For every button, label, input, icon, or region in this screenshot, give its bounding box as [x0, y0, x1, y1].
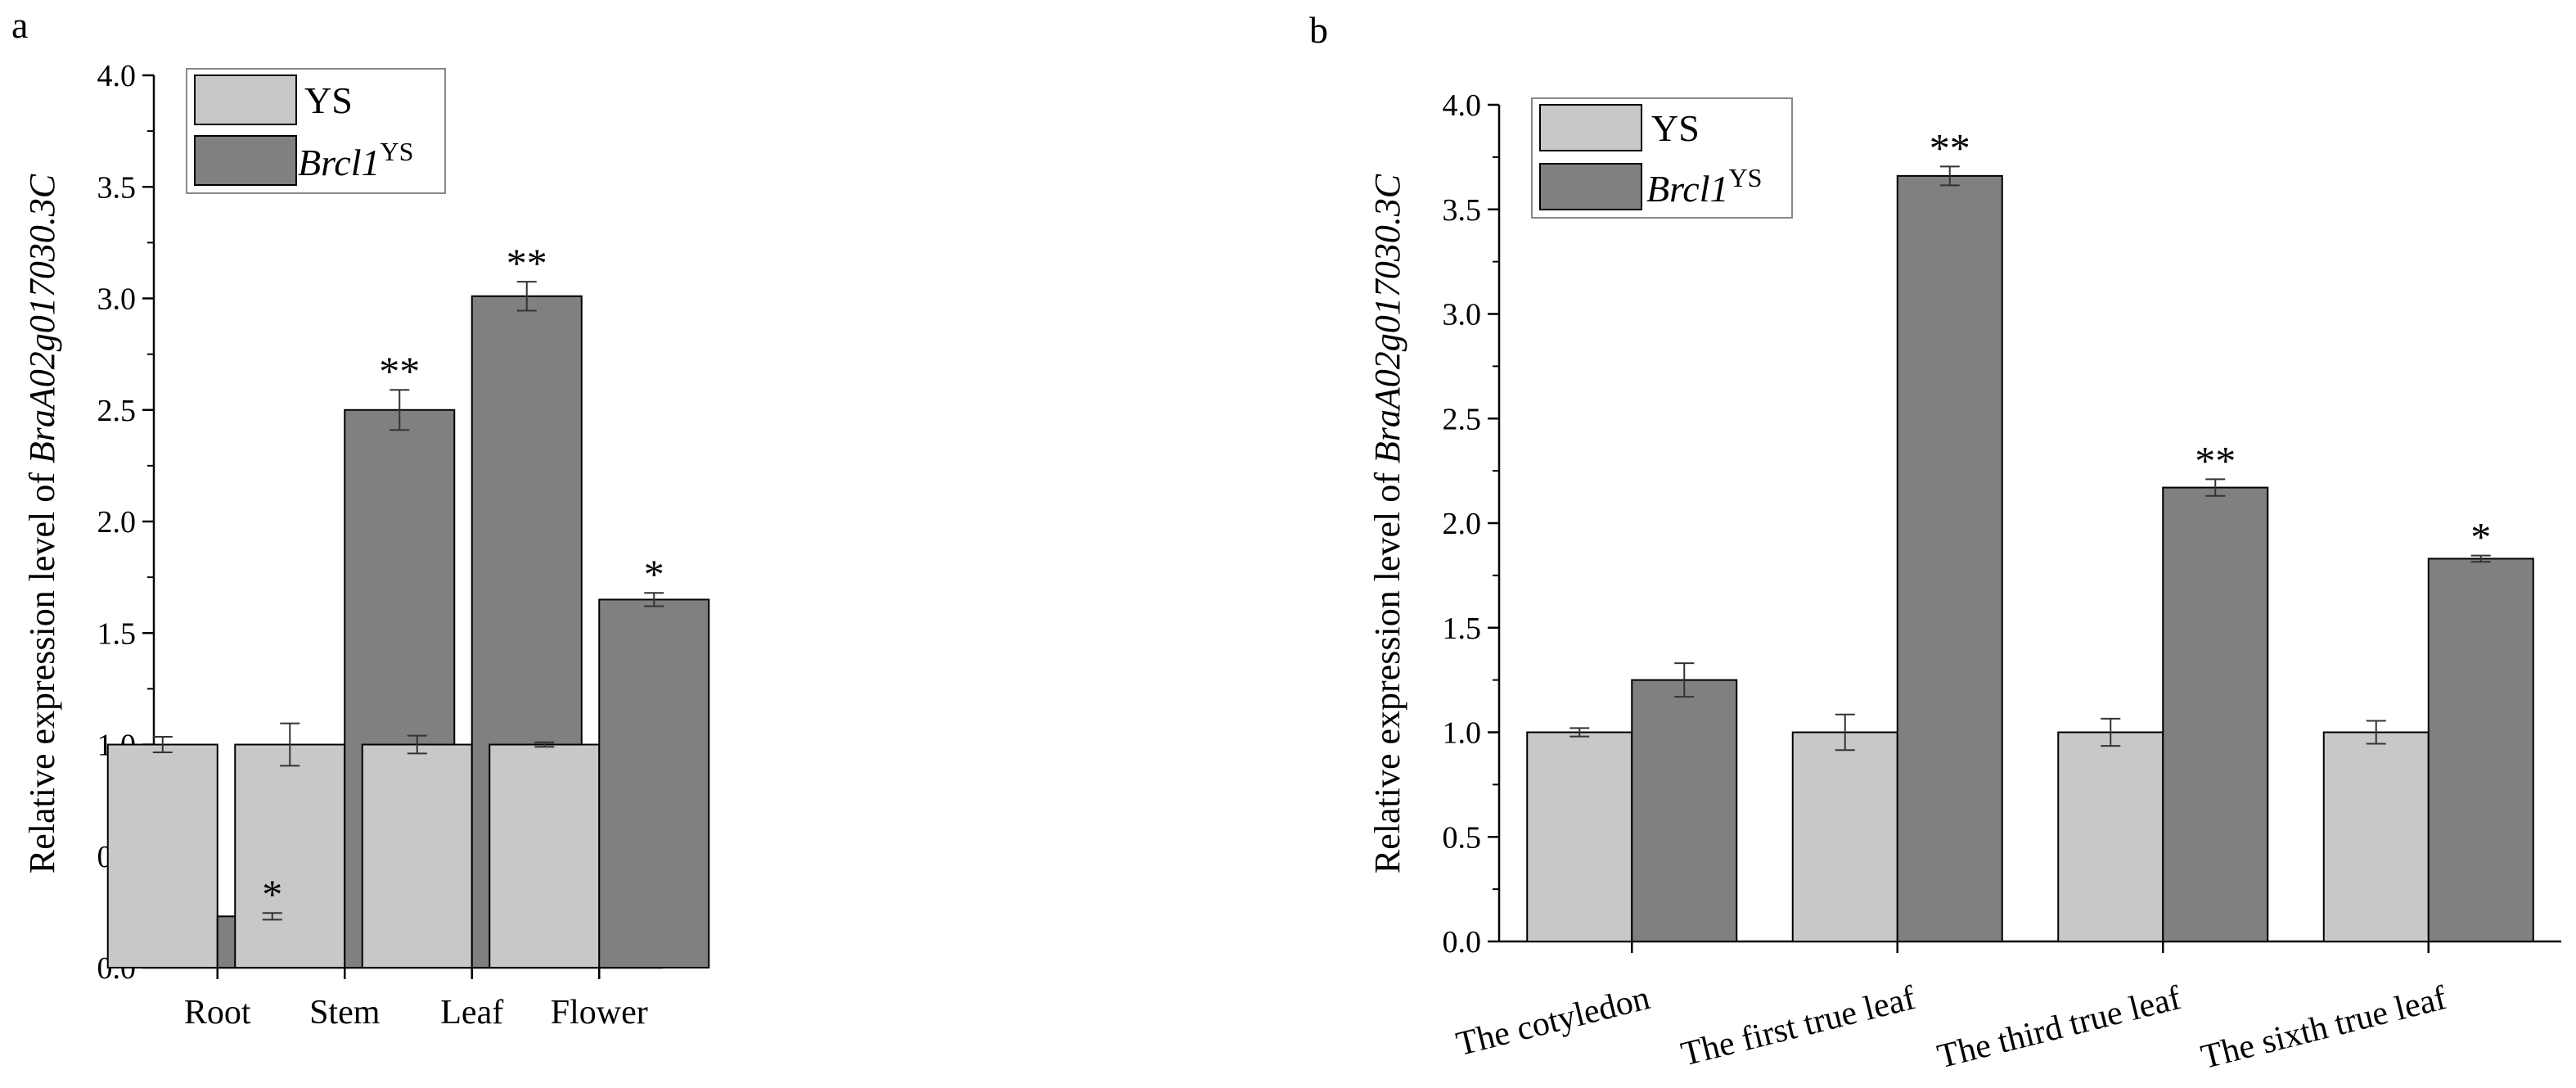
panel-a-legend: YS Brcl1YS — [186, 68, 446, 194]
panel-b-y-tick-label: 4.0 — [1443, 88, 1482, 123]
panel-a-legend-brcl1-name: Brcl1 — [298, 142, 381, 183]
panel-b-legend-label-ys: YS — [1651, 107, 1700, 149]
panel-a-error-bars — [152, 281, 664, 921]
panel-a-y-axis-title: Relative expression level of BraA02g0170… — [22, 174, 62, 874]
panel-b-legend-brcl1-name: Brcl1 — [1646, 168, 1729, 210]
panel-b-legend: YS Brcl1YS — [1531, 97, 1793, 219]
panel-b-legend-swatch-ys — [1539, 104, 1642, 151]
chart-panel-a: a Relative expression level of BraA02g01… — [11, 4, 710, 1032]
panel-a-y-tick-label: 3.0 — [97, 282, 137, 317]
panel-a-legend-swatch-brcl1 — [194, 135, 297, 186]
panel-a-y-tick-label: 4.0 — [97, 59, 137, 93]
panel-a-bars — [106, 295, 710, 968]
panel-b-significance: ***** — [1930, 124, 2492, 559]
panel-b-category-label: The cotyledon — [1452, 979, 1653, 1063]
panel-b-legend-brcl1-sup: YS — [1729, 163, 1763, 192]
panel-a-significance: ****** — [262, 240, 664, 917]
chart-panel-b: b Relative expression level of BraA02g01… — [1309, 9, 2561, 1077]
panel-b-letter: b — [1309, 9, 1328, 51]
panel-b-category-label: The third true leaf — [1934, 979, 2184, 1076]
panel-a-significance-1: * — [262, 871, 282, 917]
panel-a-category-label: Flower — [551, 994, 648, 1032]
panel-b-bar-brcl1-3 — [2162, 486, 2269, 942]
panel-a-bar-ys-2 — [234, 743, 346, 968]
panel-b-y-tick-label: 2.0 — [1443, 507, 1482, 541]
panel-b-bar-ys-1 — [1526, 731, 1633, 942]
panel-b-significance-4: * — [2470, 514, 2491, 560]
panel-b-y-tick-label: 1.5 — [1443, 612, 1482, 646]
panel-b-bar-ys-2 — [1791, 731, 1898, 942]
panel-a-bar-ys-3 — [361, 743, 473, 968]
panel-b-y-axis-title-prefix: Relative expression level of — [1367, 463, 1407, 874]
panel-a-significance-4: * — [644, 551, 664, 597]
panel-b-category-label: The sixth true leaf — [2197, 979, 2450, 1077]
panel-a-letter: a — [11, 4, 28, 46]
panel-b-y-tick-label: 1.0 — [1443, 716, 1482, 751]
panel-b-y-tick-label: 2.5 — [1443, 402, 1482, 436]
panel-a-significance-3: ** — [507, 240, 547, 286]
panel-b-y-tick-label: 3.5 — [1443, 193, 1482, 228]
panel-a-y-tick-label: 2.5 — [97, 394, 137, 428]
panel-a-category-label: Leaf — [440, 994, 503, 1032]
panel-b-legend-swatch-brcl1 — [1539, 163, 1642, 210]
panel-b-bar-ys-3 — [2057, 731, 2164, 942]
panel-b-y-tick-label: 0.5 — [1443, 820, 1482, 855]
panel-a-bar-ys-1 — [106, 743, 218, 968]
panel-b-y-tick-label: 3.0 — [1443, 298, 1482, 332]
panel-b-bar-brcl1-1 — [1631, 679, 1738, 942]
panel-a-legend-swatch-ys — [194, 74, 297, 125]
panel-a-category-label: Root — [184, 994, 251, 1032]
panel-a-legend-label-brcl1: Brcl1YS — [298, 137, 413, 183]
panel-a-legend-brcl1-sup: YS — [381, 137, 414, 166]
panel-b-bars — [1526, 174, 2534, 942]
panel-b-category-label: The first true leaf — [1678, 979, 1919, 1073]
panel-b-error-bars — [1569, 165, 2491, 752]
panel-b-significance-2: ** — [1930, 124, 1970, 170]
panel-a-bar-ys-4 — [489, 743, 601, 968]
panel-a-significance-2: ** — [379, 348, 420, 394]
panel-a-legend-label-ys: YS — [304, 79, 353, 121]
panel-a-bar-brcl1-4 — [598, 598, 710, 968]
panel-a-y-tick-label: 2.0 — [97, 505, 137, 539]
panel-a-y-tick-label: 3.5 — [97, 170, 137, 205]
panel-b-y-axis-title: Relative expression level of BraA02g0170… — [1367, 174, 1407, 874]
panel-a-category-label: Stem — [309, 994, 381, 1032]
panel-b-bar-brcl1-2 — [1896, 174, 2003, 942]
panel-a-y-tick-label: 1.5 — [97, 616, 137, 651]
panel-b-bar-ys-4 — [2322, 731, 2430, 942]
panel-b-legend-label-brcl1: Brcl1YS — [1646, 163, 1762, 210]
panel-b-y-axis-title-gene: BraA02g017030.3C — [1367, 174, 1407, 463]
panel-b-significance-3: ** — [2195, 437, 2236, 483]
panel-a-y-axis-title-gene: BraA02g017030.3C — [22, 174, 62, 463]
panel-a-y-axis-title-prefix: Relative expression level of — [22, 463, 62, 874]
panel-b-bar-brcl1-4 — [2427, 558, 2534, 942]
panel-b-y-tick-label: 0.0 — [1443, 925, 1482, 959]
